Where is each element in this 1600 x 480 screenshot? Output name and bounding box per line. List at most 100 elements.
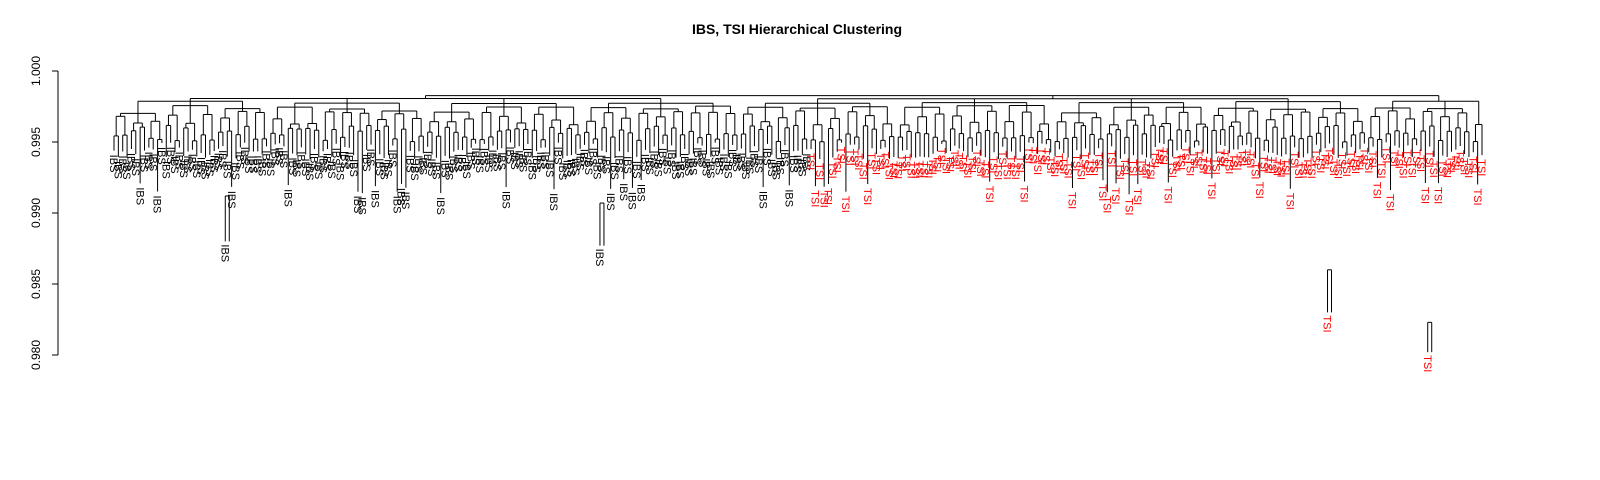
leaf-label: TSI — [1340, 160, 1352, 177]
leaf-label: IBS — [351, 196, 363, 214]
leaf-label: TSI — [1170, 154, 1182, 171]
leaf-label: TSI — [1384, 194, 1396, 211]
leaf-label: TSI — [1205, 182, 1217, 199]
leaf-label: IBS — [164, 147, 176, 165]
leaf-label: TSI — [965, 156, 977, 173]
leaf-label: IBS — [173, 152, 185, 170]
leaf-label: IBS — [669, 162, 681, 180]
leaf-label: TSI — [817, 191, 829, 208]
leaf-label: TSI — [883, 163, 895, 180]
leaf-label: IBS — [543, 160, 555, 178]
leaf-label: IBS — [608, 162, 620, 180]
leaf-label: IBS — [146, 153, 158, 171]
leaf-label: IBS — [229, 162, 241, 180]
leaf-label: TSI — [809, 190, 821, 207]
leaf-label: TSI — [1236, 149, 1248, 166]
leaf-label: TSI — [904, 162, 916, 179]
leaf-label: IBS — [125, 153, 137, 171]
leaf-label: IBS — [800, 153, 812, 171]
leaf-label: TSI — [1321, 315, 1333, 332]
leaf-label: IBS — [761, 148, 773, 166]
leaf-label: TSI — [1397, 161, 1409, 178]
leaf-label: TSI — [1288, 151, 1300, 168]
leaf-label: TSI — [978, 161, 990, 178]
leaf-label: TSI — [1453, 150, 1465, 167]
leaf-label: TSI — [913, 161, 925, 178]
leaf-label: TSI — [1388, 150, 1400, 167]
leaf-label: TSI — [1087, 159, 1099, 176]
leaf-label: TSI — [1196, 156, 1208, 173]
leaf-label: TSI — [857, 163, 869, 180]
leaf-label: TSI — [1331, 162, 1343, 179]
leaf-label: IBS — [591, 162, 603, 180]
leaf-label: TSI — [1410, 149, 1422, 166]
leaf-label: IBS — [194, 157, 206, 175]
leaf-label: TSI — [843, 149, 855, 166]
leaf-label: IBS — [112, 161, 124, 179]
leaf-label: IBS — [316, 155, 328, 173]
leaf-label: IBS — [726, 149, 738, 167]
leaf-label: IBS — [769, 162, 781, 180]
leaf-label: TSI — [1371, 182, 1383, 199]
leaf-label: IBS — [408, 163, 420, 181]
leaf-label: TSI — [935, 148, 947, 165]
leaf-label: TSI — [926, 158, 938, 175]
leaf-label: IBS — [456, 154, 468, 172]
y-tick-label: 0.995 — [29, 127, 43, 157]
leaf-label: IBS — [682, 158, 694, 176]
leaf-label: IBS — [460, 161, 472, 179]
leaf-label: IBS — [660, 157, 672, 175]
leaf-label: TSI — [891, 162, 903, 179]
leaf-label: IBS — [181, 155, 193, 173]
leaf-label: TSI — [1358, 148, 1370, 165]
leaf-label: TSI — [1148, 151, 1160, 168]
leaf-label: IBS — [469, 148, 481, 166]
leaf-label: IBS — [578, 149, 590, 167]
leaf-label: IBS — [199, 162, 211, 180]
leaf-label: TSI — [1353, 153, 1365, 170]
leaf-label: TSI — [865, 152, 877, 169]
leaf-label: TSI — [874, 153, 886, 170]
leaf-label: TSI — [1044, 157, 1056, 174]
leaf-label: IBS — [743, 157, 755, 175]
leaf-label: IBS — [547, 193, 559, 211]
leaf-label: TSI — [878, 151, 890, 168]
leaf-label: TSI — [1379, 146, 1391, 163]
leaf-label: IBS — [177, 160, 189, 178]
leaf-label: TSI — [1175, 153, 1187, 170]
leaf-label: TSI — [1009, 163, 1021, 180]
leaf-label: TSI — [887, 161, 899, 178]
leaf-label: TSI — [835, 147, 847, 164]
leaf-label: IBS — [791, 155, 803, 173]
leaf-label: TSI — [1349, 157, 1361, 174]
leaf-label: IBS — [604, 193, 616, 211]
leaf-label: IBS — [617, 183, 629, 201]
leaf-label: TSI — [1079, 152, 1091, 169]
leaf-label: TSI — [1153, 147, 1165, 164]
leaf-label: IBS — [643, 157, 655, 175]
leaf-label: TSI — [1283, 193, 1295, 210]
leaf-label: TSI — [983, 186, 995, 203]
leaf-label: IBS — [730, 154, 742, 172]
leaf-label: IBS — [151, 196, 163, 214]
leaf-label: TSI — [970, 150, 982, 167]
leaf-label: TSI — [826, 162, 838, 179]
leaf-label: IBS — [255, 159, 267, 177]
leaf-label: IBS — [778, 149, 790, 167]
leaf-label: TSI — [1096, 184, 1108, 201]
leaf-label: IBS — [260, 150, 272, 168]
leaf-label: TSI — [1183, 159, 1195, 176]
leaf-label: TSI — [1201, 158, 1213, 175]
leaf-label: IBS — [369, 190, 381, 208]
leaf-label: IBS — [290, 159, 302, 177]
leaf-label: TSI — [830, 156, 842, 173]
leaf-label: IBS — [486, 150, 498, 168]
leaf-label: IBS — [691, 147, 703, 165]
leaf-label: TSI — [1427, 161, 1439, 178]
leaf-label: TSI — [1144, 163, 1156, 180]
leaf-label: IBS — [756, 191, 768, 209]
leaf-label: IBS — [212, 153, 224, 171]
leaf-label: IBS — [569, 158, 581, 176]
leaf-label: IBS — [186, 154, 198, 172]
